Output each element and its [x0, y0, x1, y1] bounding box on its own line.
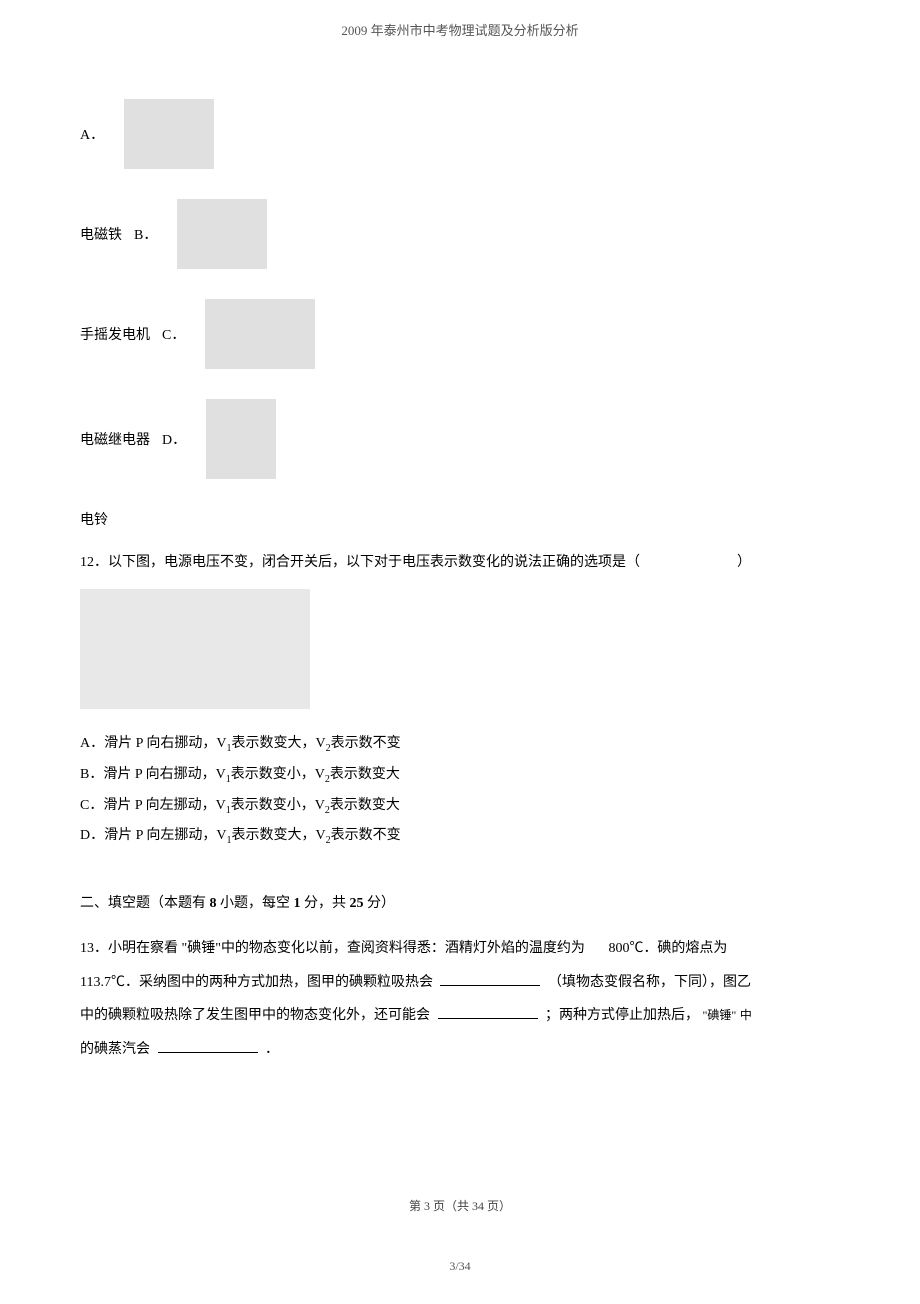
blank-2 — [438, 1005, 538, 1019]
section-2-title: 二、填空题（本题有 8 小题，每空 1 分，共 25 分） — [80, 892, 840, 912]
option-a-letter: A． — [80, 124, 104, 144]
q13-number: 13． — [80, 941, 108, 956]
page-footer: 第 3 页（共 34 页） — [0, 1197, 920, 1214]
bell-image — [206, 399, 276, 479]
header-title: 2009 年泰州市中考物理试题及分析版分析 — [341, 23, 578, 38]
option-d-row: 电磁继电器 D． — [80, 399, 840, 479]
q13-body: 13．小明在察看 "碘锤"中的物态变化以前，查阅资料得悉：酒精灯外焰的温度约为 … — [80, 932, 840, 1066]
option-a-row: A． — [80, 99, 840, 169]
option-b-letter: B． — [134, 224, 157, 244]
page-number: 3/34 — [449, 1259, 470, 1273]
page-label: 第 3 页（共 34 页） — [409, 1199, 511, 1213]
relay-image — [205, 299, 315, 369]
option-c-name: 电磁继电器 — [80, 429, 150, 449]
q12-choice-c: C．滑片 P 向左挪动，V1表示数变小，V2表示数变大 — [80, 791, 840, 822]
option-b-name: 手摇发电机 — [80, 324, 150, 344]
circuit-diagram — [80, 589, 310, 709]
option-d-name: 电铃 — [80, 509, 840, 529]
q12-text: 以下图，电源电压不变，闭合开关后，以下对于电压表示数变化的说法正确的选项是（ — [108, 555, 640, 570]
blank-3 — [158, 1039, 258, 1053]
option-c-letter: C． — [162, 324, 185, 344]
q12-paren: ） — [737, 555, 751, 570]
q12-choice-d: D．滑片 P 向左挪动，V1表示数变大，V2表示数不变 — [80, 821, 840, 852]
bottom-pagination: 3/34 — [0, 1259, 920, 1274]
option-d-letter: D． — [162, 429, 186, 449]
generator-image — [177, 199, 267, 269]
option-a-name: 电磁铁 — [80, 224, 122, 244]
q12-choice-a: A．滑片 P 向右挪动，V1表示数变大，V2表示数不变 — [80, 729, 840, 760]
electromagnet-image — [124, 99, 214, 169]
q12-stem: 12．以下图，电源电压不变，闭合开关后，以下对于电压表示数变化的说法正确的选项是… — [80, 549, 840, 577]
blank-1 — [440, 972, 540, 986]
document-header: 2009 年泰州市中考物理试题及分析版分析 — [80, 20, 840, 39]
q12-number: 12． — [80, 555, 108, 570]
option-b-row: 电磁铁 B． — [80, 199, 840, 269]
q12-choice-b: B．滑片 P 向右挪动，V1表示数变小，V2表示数变大 — [80, 760, 840, 791]
option-c-row: 手摇发电机 C． — [80, 299, 840, 369]
